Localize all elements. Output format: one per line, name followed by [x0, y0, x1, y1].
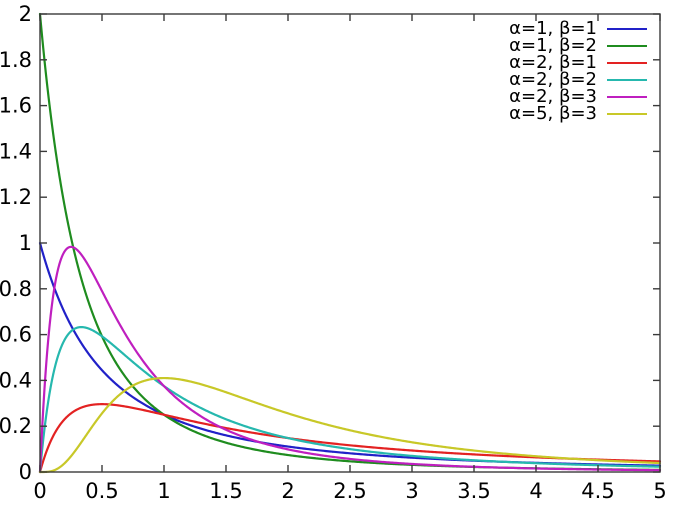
- y-tick-label: 1.4: [0, 139, 32, 163]
- x-tick-label: 2: [281, 479, 294, 503]
- x-tick-label: 0.5: [85, 479, 118, 503]
- legend-line-sample: [607, 78, 647, 81]
- x-tick-label: 3: [405, 479, 418, 503]
- y-tick-label: 1.2: [0, 185, 32, 209]
- curve-series-5: [38, 376, 662, 474]
- legend-line-sample: [607, 44, 647, 47]
- y-tick-label: 0.6: [0, 323, 32, 347]
- legend-item-2: α=2, β=1: [509, 52, 647, 73]
- legend-item-3: α=2, β=2: [509, 69, 647, 90]
- legend: α=1, β=1 α=1, β=2 α=2, β=1 α=2, β=2 α=2, β=3…: [509, 18, 647, 124]
- curve-series-0: [38, 241, 662, 467]
- legend-line-sample: [607, 112, 647, 115]
- legend-line-sample: [607, 95, 647, 98]
- y-tick-label: 1.8: [0, 48, 32, 72]
- y-tick-label: 0.4: [0, 368, 32, 392]
- tick-marks: [39, 13, 661, 473]
- x-tick-label: 2.5: [333, 479, 366, 503]
- y-tick-label: 1.6: [0, 94, 32, 118]
- y-tick-label: 0.8: [0, 277, 32, 301]
- y-tick-label: 1: [19, 231, 32, 255]
- legend-item-4: α=2, β=3: [509, 86, 647, 107]
- legend-label: α=2, β=1: [509, 52, 597, 73]
- curves: [38, 12, 662, 474]
- legend-label: α=1, β=2: [509, 35, 597, 56]
- legend-label: α=5, β=3: [509, 103, 597, 124]
- x-tick-label: 4: [529, 479, 542, 503]
- legend-item-5: α=5, β=3: [509, 103, 647, 124]
- curve-series-2: [38, 403, 662, 474]
- legend-item-1: α=1, β=2: [509, 35, 647, 56]
- tick-labels: 0 0.5 1 1.5 2 2.5 3 3.5 4 4.5 5 0 0.2 0.4 0.6 0.8 1 1.2 1.…: [0, 2, 667, 503]
- legend-label: α=2, β=2: [509, 69, 597, 90]
- legend-item-0: α=1, β=1: [509, 18, 647, 39]
- legend-line-sample: [607, 61, 647, 64]
- x-tick-label: 0: [33, 479, 46, 503]
- x-tick-label: 1.5: [209, 479, 242, 503]
- x-tick-label: 1: [157, 479, 170, 503]
- x-tick-label: 3.5: [457, 479, 490, 503]
- y-tick-label: 0: [19, 460, 32, 484]
- legend-label: α=2, β=3: [509, 86, 597, 107]
- x-tick-label: 5: [653, 479, 666, 503]
- y-tick-label: 2: [19, 2, 32, 26]
- legend-label: α=1, β=1: [509, 18, 597, 39]
- curve-series-3: [38, 325, 662, 474]
- y-tick-label: 0.2: [0, 414, 32, 438]
- x-tick-label: 4.5: [581, 479, 614, 503]
- legend-line-sample: [607, 27, 647, 30]
- curve-series-4: [38, 245, 662, 474]
